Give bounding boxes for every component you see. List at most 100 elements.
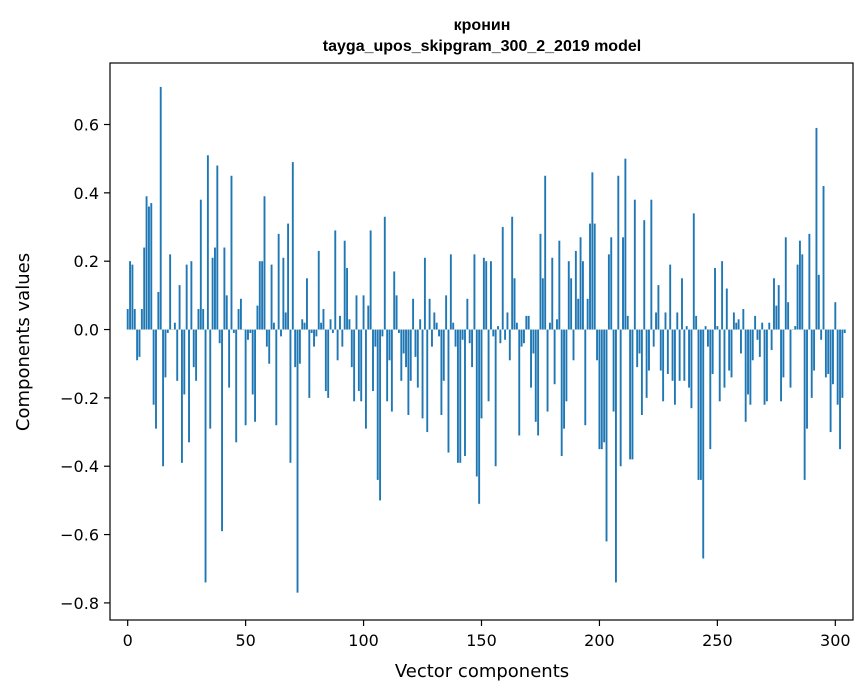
bar-30 <box>197 309 200 330</box>
bar-162 <box>508 329 511 361</box>
bar-62 <box>272 322 275 330</box>
bar-140 <box>456 329 459 463</box>
bar-253 <box>723 329 726 388</box>
bar-250 <box>716 326 719 330</box>
bar-197 <box>591 172 594 330</box>
bar-272 <box>768 322 771 330</box>
x-tick-label-50: 50 <box>235 631 255 650</box>
bar-33 <box>204 329 207 583</box>
bar-175 <box>539 233 542 330</box>
bar-278 <box>782 329 785 378</box>
bar-54 <box>254 329 257 422</box>
bar-42 <box>225 295 228 330</box>
bar-171 <box>530 329 532 388</box>
bar-74 <box>301 319 304 330</box>
bar-190 <box>574 250 577 330</box>
bar-6 <box>140 309 143 330</box>
y-tick-label-1: −0.6 <box>60 526 99 545</box>
bar-189 <box>572 329 575 361</box>
bar-102 <box>367 305 370 330</box>
bar-287 <box>803 329 806 480</box>
bar-128 <box>428 298 431 330</box>
bar-65 <box>280 329 282 337</box>
bar-230 <box>669 264 672 330</box>
bar-232 <box>673 329 676 405</box>
bar-59 <box>265 329 268 347</box>
bar-39 <box>218 329 221 344</box>
bar-25 <box>185 264 188 330</box>
chart-subtitle: tayga_upos_skipgram_300_2_2019 model <box>323 38 641 55</box>
bar-141 <box>459 329 462 463</box>
bar-51 <box>247 329 249 340</box>
bar-45 <box>232 329 235 333</box>
plot-frame <box>109 62 854 621</box>
bar-79 <box>313 329 315 347</box>
bar-16 <box>164 329 167 378</box>
bar-274 <box>773 278 775 330</box>
bar-210 <box>622 237 624 330</box>
bar-248 <box>711 329 714 374</box>
bar-53 <box>251 329 254 395</box>
bar-176 <box>541 278 544 330</box>
bar-9 <box>147 206 150 330</box>
bar-235 <box>681 278 683 330</box>
bar-136 <box>447 329 450 453</box>
bar-43 <box>228 329 231 388</box>
bar-216 <box>636 329 639 368</box>
bar-5 <box>138 329 141 357</box>
bar-147 <box>473 254 476 330</box>
bar-289 <box>808 233 811 330</box>
bar-132 <box>438 329 440 337</box>
bar-285 <box>798 240 801 330</box>
bar-82 <box>320 322 323 330</box>
bar-72 <box>296 329 299 593</box>
bar-130 <box>433 312 436 330</box>
bar-178 <box>546 329 549 412</box>
y-axis-ticks: −0.8 −0.6 −0.4 −0.2 0.0 0.2 0.4 0.6 <box>60 116 110 613</box>
bar-29 <box>195 329 198 381</box>
bar-68 <box>287 223 290 330</box>
bar-118 <box>405 329 407 368</box>
bar-202 <box>603 329 606 443</box>
bar-58 <box>263 196 266 330</box>
bar-96 <box>353 329 356 402</box>
bar-273 <box>770 329 773 351</box>
bar-143 <box>464 329 466 456</box>
bar-208 <box>617 175 620 330</box>
bar-89 <box>336 329 339 361</box>
bar-163 <box>511 216 514 330</box>
bar-160 <box>504 329 507 340</box>
bar-18 <box>169 254 172 330</box>
bar-26 <box>188 329 190 443</box>
y-tick-label-7: 0.6 <box>74 116 99 135</box>
bar-113 <box>393 271 396 330</box>
bar-187 <box>567 261 570 330</box>
bar-50 <box>244 329 247 426</box>
bar-268 <box>758 329 761 357</box>
bar-270 <box>763 329 766 405</box>
bar-152 <box>485 261 488 330</box>
bar-283 <box>794 326 797 330</box>
bar-73 <box>298 329 301 364</box>
bar-83 <box>322 309 325 330</box>
bar-303 <box>841 329 844 398</box>
bar-241 <box>695 315 698 330</box>
bar-245 <box>704 326 707 330</box>
bar-105 <box>374 329 377 347</box>
bar-122 <box>414 329 417 357</box>
bar-204 <box>607 254 610 330</box>
bar-156 <box>494 329 497 467</box>
bar-32 <box>202 309 205 330</box>
bar-75 <box>303 322 306 330</box>
bar-11 <box>152 329 155 405</box>
bar-219 <box>643 220 646 330</box>
x-tick-label-0: 0 <box>123 631 133 650</box>
y-tick-label-3: −0.2 <box>60 389 99 408</box>
bar-167 <box>520 329 523 347</box>
bar-70 <box>291 162 294 330</box>
bar-91 <box>341 329 344 347</box>
bar-243 <box>699 329 702 480</box>
bar-88 <box>334 230 337 330</box>
bar-36 <box>211 257 214 330</box>
bar-252 <box>721 261 724 330</box>
